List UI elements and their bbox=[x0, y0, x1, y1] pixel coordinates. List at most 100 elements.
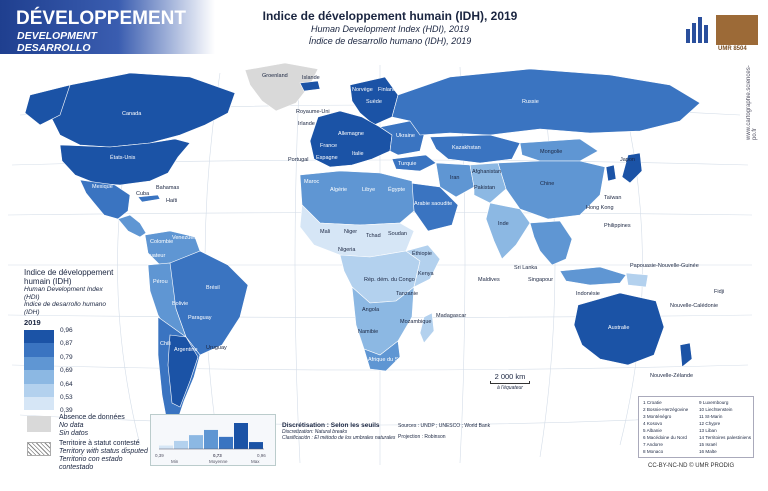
label-ukraine: Ukraine bbox=[396, 133, 415, 139]
label-canada: Canada bbox=[122, 111, 142, 117]
distribution-histogram: 0,39 0,96 0,73 Moyenne Min Max bbox=[150, 414, 276, 466]
contested-en: Territory with status disputed bbox=[59, 448, 148, 455]
bar-logo-icon bbox=[686, 17, 708, 43]
new-zealand-shape bbox=[679, 342, 693, 368]
legend-swatch-class6 bbox=[24, 330, 54, 344]
label-china: Chine bbox=[540, 181, 554, 187]
institution-logos: UMR 8504 bbox=[684, 15, 758, 55]
label-bahamas: Bahamas bbox=[156, 185, 179, 191]
label-arabia: Arabie saoudite bbox=[414, 201, 452, 207]
label-spain: Espagne bbox=[316, 155, 338, 161]
copyright-notice: CC-BY-NC-ND © UMR PRODIG bbox=[648, 463, 735, 469]
discretisation-en: Discretization: Natural breaks bbox=[282, 429, 348, 435]
banner-title-en: DEVELOPMENT bbox=[17, 30, 97, 42]
legend-swatch-class5 bbox=[24, 343, 54, 357]
iceland-shape bbox=[299, 80, 321, 92]
legend-swatch-class4 bbox=[24, 356, 54, 371]
key-item: 5 Albanie bbox=[643, 428, 662, 433]
label-tanzania: Tanzanie bbox=[396, 291, 418, 297]
label-niger: Niger bbox=[344, 229, 357, 235]
label-chad: Tchad bbox=[366, 233, 381, 239]
no-data-swatch bbox=[27, 416, 51, 432]
header-banner: DÉVELOPPEMENT DEVELOPMENT DESARROLLO bbox=[0, 0, 215, 54]
label-iran: Iran bbox=[450, 175, 459, 181]
label-cuba: Cuba bbox=[136, 191, 150, 197]
histogram-median: 0,73 bbox=[213, 453, 222, 458]
label-kazakhstan: Kazakhstan bbox=[452, 145, 481, 151]
argentina-shape bbox=[167, 334, 199, 408]
key-item: 9 Luxembourg bbox=[699, 400, 729, 405]
label-egypt: Égypte bbox=[388, 186, 405, 193]
scale-line bbox=[490, 381, 530, 384]
key-item: 15 Israël bbox=[699, 442, 717, 447]
label-sweden: Suède bbox=[366, 99, 382, 105]
world-map: Groenland Canada États-Unis Mexique Cuba… bbox=[7, 62, 753, 465]
label-haiti: Haïti bbox=[166, 198, 177, 204]
label-fiji: Fidji bbox=[714, 289, 724, 295]
label-finland: Finlande bbox=[378, 87, 399, 93]
key-item: 3 Monténégro bbox=[643, 414, 672, 419]
key-item: 14 Territoires palestiniens bbox=[699, 435, 752, 440]
scale-bar: 2 000 km à l'équateur bbox=[490, 372, 530, 391]
legend: Indice de développement humain (IDH) Hum… bbox=[24, 268, 120, 424]
legend-year: 2019 bbox=[24, 318, 41, 327]
label-mongolia: Mongolie bbox=[540, 149, 562, 155]
legend-swatch-class2 bbox=[24, 383, 54, 397]
label-madagascar: Madagascar bbox=[436, 313, 466, 319]
key-item: 2 Bosnie-Herzégovine bbox=[643, 407, 689, 412]
projection-note: Projection : Robinson bbox=[398, 434, 446, 440]
label-sri-lanka: Sri Lanka bbox=[514, 265, 538, 271]
canada-shape bbox=[49, 72, 236, 148]
south-africa-shape bbox=[363, 340, 401, 372]
label-new-caledonia: Nouvelle-Calédonie bbox=[670, 303, 718, 309]
histogram-max: Max bbox=[251, 459, 260, 464]
label-portugal: Portugal bbox=[288, 157, 309, 163]
discretisation-heading: Discrétisation : Selon les seuils bbox=[282, 422, 380, 429]
legend-break: 0,64 bbox=[60, 380, 73, 388]
label-colombia: Colombie bbox=[150, 239, 173, 245]
label-uruguay: Uruguay bbox=[206, 345, 227, 351]
key-item: 6 Macédoine du Nord bbox=[643, 435, 687, 440]
no-data-es: Sin datos bbox=[59, 430, 89, 437]
label-libya: Libye bbox=[362, 187, 375, 193]
histogram-bar bbox=[234, 423, 248, 449]
banner-title-fr: DÉVELOPPEMENT bbox=[16, 8, 186, 29]
label-mozambique: Mozambique bbox=[400, 319, 432, 325]
label-greenland: Groenland bbox=[262, 73, 288, 79]
southern-africa-shape bbox=[351, 286, 415, 356]
japan-shape bbox=[621, 152, 643, 184]
label-mexico: Mexique bbox=[92, 184, 113, 190]
contested-fr: Territoire à statut contesté bbox=[59, 440, 140, 447]
numbered-key: 1 Croatie 2 Bosnie-Herzégovine 3 Monténé… bbox=[638, 396, 754, 458]
label-ethiopia: Éthiopie bbox=[412, 250, 432, 257]
label-australia: Australie bbox=[608, 325, 629, 331]
label-indonesia: Indonésie bbox=[576, 291, 600, 297]
key-item: 4 Kosovo bbox=[643, 421, 663, 426]
label-new-zealand: Nouvelle-Zélande bbox=[650, 373, 693, 379]
label-kenya: Kenya bbox=[418, 271, 435, 277]
iran-shape bbox=[435, 162, 475, 198]
western-europe-shape bbox=[309, 110, 393, 168]
label-russia: Russie bbox=[522, 99, 539, 105]
russia-shape bbox=[391, 68, 701, 136]
turkey-shape bbox=[391, 154, 437, 172]
legend-break: 0,53 bbox=[60, 394, 73, 401]
madagascar-shape bbox=[419, 312, 435, 344]
histogram-bar bbox=[189, 435, 203, 449]
map-subtitle-es: Índice de desarrollo humano (IDH), 2019 bbox=[308, 36, 472, 46]
key-item: 1 Croatie bbox=[643, 400, 662, 405]
legend-title-es: Índice de desarrollo humano (IDH) bbox=[24, 301, 107, 316]
key-item: 16 Malte bbox=[699, 449, 717, 454]
sources-note: Sources : UNDP ; UNESCO ; World Bank bbox=[398, 423, 491, 429]
label-india: Inde bbox=[498, 221, 509, 227]
scale-value: 2 000 km bbox=[494, 372, 526, 381]
map-subtitle-en: Human Development Index (HDI), 2019 bbox=[310, 24, 470, 34]
label-ecuador: Équateur bbox=[143, 252, 165, 259]
label-peru: Pérou bbox=[153, 279, 168, 285]
histogram-bar bbox=[219, 436, 233, 449]
label-nigeria: Nigeria bbox=[338, 247, 356, 253]
legend-break: 0,96 bbox=[60, 327, 73, 334]
key-item: 8 Monaco bbox=[643, 449, 664, 454]
no-data-fr: Absence de données bbox=[59, 414, 125, 421]
label-angola: Angola bbox=[362, 307, 380, 313]
